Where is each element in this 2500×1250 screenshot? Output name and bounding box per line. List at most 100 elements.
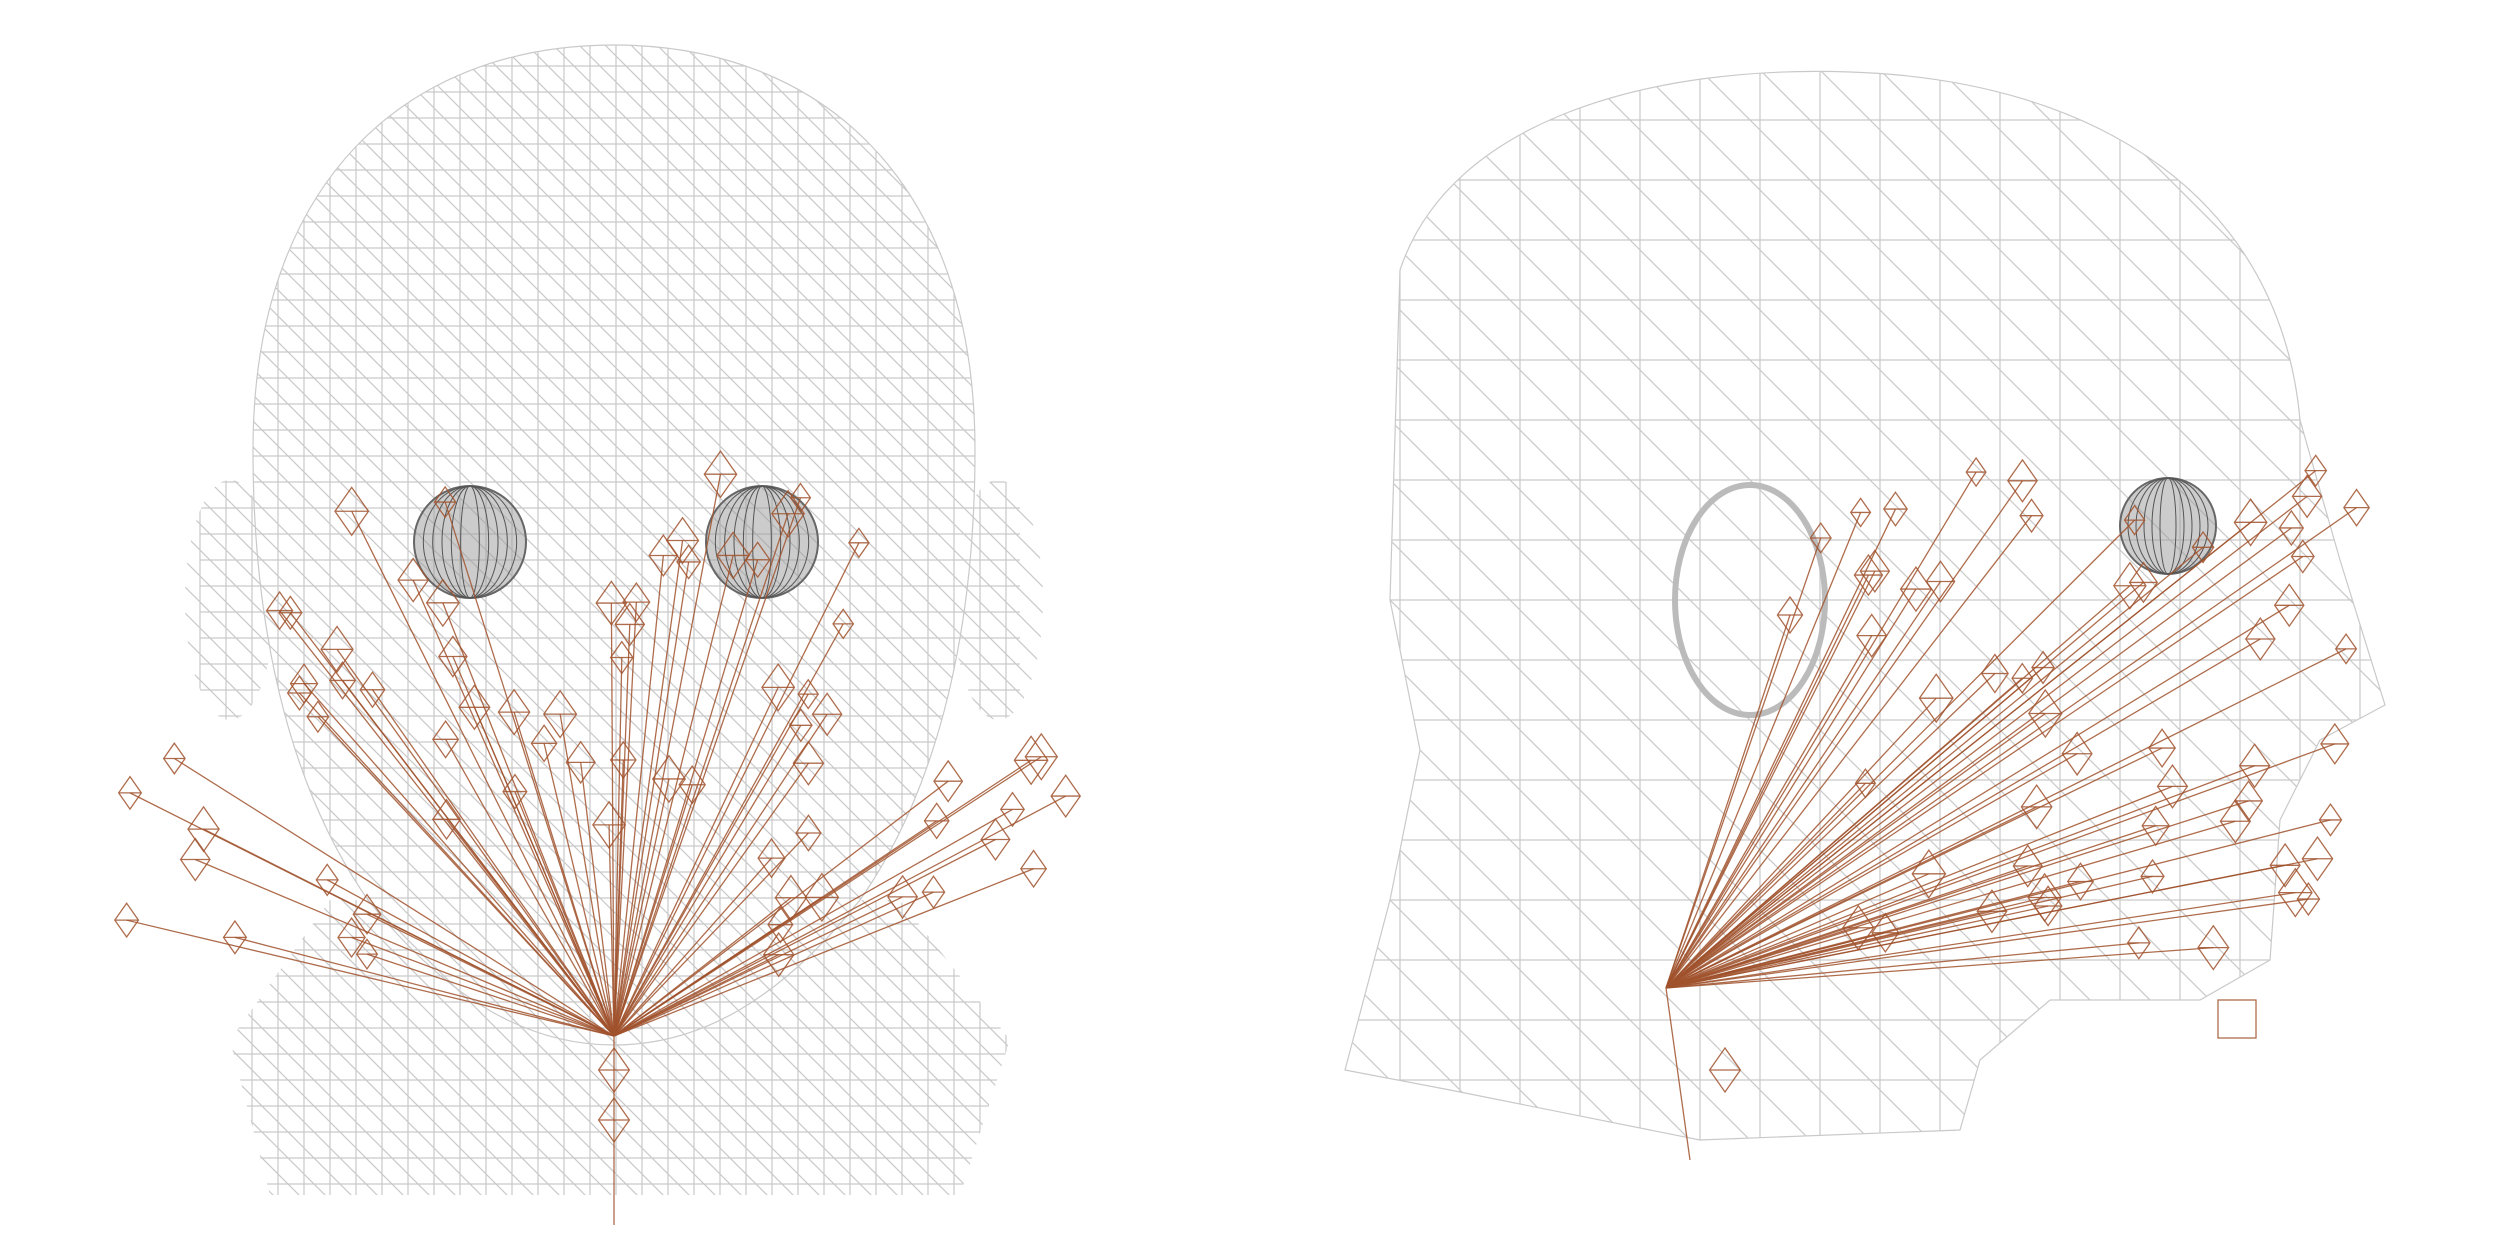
- bone-joint: [597, 1046, 631, 1094]
- bone: [613, 713, 828, 1037]
- bone-joint: [502, 773, 528, 810]
- bone-joint: [2233, 780, 2264, 822]
- bone: [1665, 785, 2173, 989]
- bone: [442, 602, 615, 1037]
- bone: [613, 820, 938, 1037]
- bone: [195, 858, 615, 1037]
- bone-joint: [497, 688, 531, 736]
- bone: [203, 828, 615, 1037]
- bone: [613, 954, 780, 1037]
- bone-joint: [2217, 999, 2257, 1039]
- bone-joint: [757, 837, 786, 879]
- bone: [613, 561, 690, 1037]
- bone: [613, 657, 623, 1037]
- bone-joint: [2334, 632, 2358, 665]
- bone: [1665, 614, 1791, 989]
- bone: [1665, 521, 2252, 989]
- bone: [613, 857, 772, 1037]
- bone: [126, 919, 615, 1037]
- bone-joint: [980, 817, 1011, 862]
- bone-joint: [1020, 849, 1048, 889]
- bone: [1665, 507, 2357, 989]
- bone-joint: [265, 590, 294, 631]
- bone-joint: [337, 916, 366, 959]
- bone: [1665, 865, 2028, 989]
- bone-joint: [2033, 885, 2063, 927]
- bone: [613, 838, 996, 1037]
- bone-joint: [1856, 613, 1888, 658]
- bone: [1665, 875, 2153, 989]
- bone: [1665, 508, 1897, 989]
- bone-joint: [1918, 673, 1954, 724]
- bone-joint: [921, 875, 946, 910]
- bone: [613, 623, 844, 1037]
- bone: [445, 739, 615, 1037]
- bone: [1665, 537, 1822, 989]
- bone-joint: [355, 938, 379, 971]
- bone-joint: [2273, 583, 2305, 628]
- bone: [174, 757, 615, 1037]
- bone: [1665, 697, 1937, 989]
- bone-joint: [2126, 925, 2151, 960]
- side-head: [1345, 71, 2385, 1140]
- bone: [1665, 585, 2131, 989]
- bone: [613, 795, 1066, 1037]
- bone: [613, 762, 809, 1037]
- bone-joint: [2318, 803, 2343, 837]
- bone-joint: [162, 742, 186, 775]
- bone: [336, 648, 615, 1037]
- bone-joint: [2291, 474, 2323, 519]
- bone: [613, 497, 802, 1037]
- bone: [580, 762, 615, 1037]
- bone: [1665, 638, 2261, 989]
- bone: [1665, 570, 1876, 989]
- bone-joint: [1849, 497, 1872, 528]
- bone-joint: [761, 663, 796, 712]
- bone: [279, 610, 615, 1037]
- bone-joint: [328, 660, 357, 700]
- bone-joint: [2191, 530, 2215, 564]
- bone: [1665, 864, 2286, 989]
- bone: [1665, 905, 2049, 989]
- bone-joint: [278, 595, 303, 631]
- bone: [371, 689, 615, 1037]
- bone-joint: [425, 578, 460, 628]
- bone-joint: [433, 485, 457, 519]
- bone: [1665, 873, 1930, 989]
- bone: [1665, 555, 2304, 989]
- bone-joint: [458, 684, 491, 731]
- eye-mesh: [714, 485, 810, 599]
- bone-joint: [795, 814, 822, 852]
- bone-joint: [2278, 509, 2305, 547]
- bone-joint: [848, 527, 870, 559]
- bone: [613, 693, 809, 1037]
- bone: [1665, 946, 2214, 989]
- bone: [613, 808, 1013, 1037]
- bone: [1665, 747, 2163, 989]
- bone-joint: [832, 608, 855, 640]
- bone-joint: [676, 544, 702, 580]
- bone-joint: [2296, 882, 2321, 917]
- bone-joint: [1899, 565, 1933, 613]
- bone-joint: [432, 719, 460, 759]
- bone-joint: [2290, 539, 2315, 574]
- bone: [1665, 648, 2347, 989]
- bone-joint: [2301, 835, 2334, 882]
- bone: [613, 897, 792, 1037]
- bone-joint: [2012, 844, 2043, 888]
- bone: [473, 707, 615, 1037]
- bone-joint: [2061, 731, 2093, 777]
- bone-joint: [1024, 732, 1059, 781]
- bone-joint: [1965, 456, 1987, 488]
- bone-joint: [2304, 454, 2328, 488]
- bone-joint: [2019, 498, 2044, 534]
- bones: [113, 449, 2371, 1225]
- bone-joint: [797, 678, 820, 710]
- bone: [1665, 604, 2290, 989]
- bone-joint: [222, 919, 248, 955]
- bone-joint: [315, 863, 339, 897]
- bone-joint: [565, 740, 596, 785]
- bone-joint: [1882, 491, 1909, 527]
